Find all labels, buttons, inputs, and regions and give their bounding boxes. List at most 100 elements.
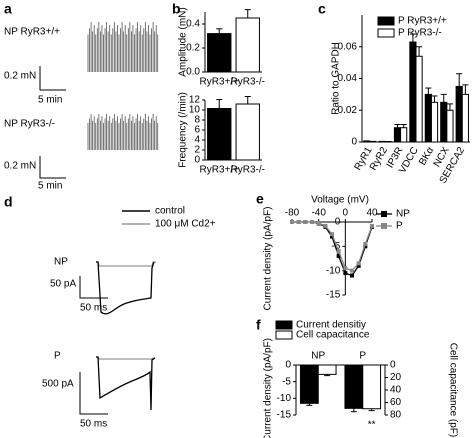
trace	[96, 356, 156, 411]
point	[363, 244, 368, 249]
bar	[430, 101, 439, 143]
y-tick-label: 4	[194, 135, 200, 146]
panel-letter: c	[318, 1, 326, 17]
x-tick-label: RyR3+/+	[200, 165, 240, 176]
y-tick-label: 0.0	[186, 67, 200, 78]
legend-label: P RyR3-/-	[398, 28, 442, 39]
legend-label: Current densitiy	[296, 320, 366, 331]
scale-label: 50 ms	[80, 419, 107, 430]
y-tick-label: -15	[277, 410, 292, 421]
panel-letter: a	[4, 1, 12, 17]
legend-label: 100 μM Cd2+	[155, 219, 216, 230]
point	[350, 268, 354, 273]
bar	[344, 364, 364, 409]
bar	[207, 108, 232, 161]
y-axis-label: Current density (pA/pF)	[263, 207, 274, 311]
y2-tick-label: 20	[390, 372, 402, 383]
legend-swatch	[275, 320, 293, 330]
trace	[96, 261, 155, 315]
legend-label: Cell capacitance	[296, 330, 370, 341]
point	[336, 254, 341, 259]
trace	[96, 356, 155, 360]
bar	[235, 103, 260, 161]
trace-label: NP	[54, 257, 68, 268]
y-tick-label: -10	[277, 393, 292, 404]
point	[296, 220, 301, 224]
bar	[235, 17, 260, 73]
x-tick-label: NP	[311, 351, 325, 362]
bar	[455, 85, 463, 143]
bar	[415, 55, 423, 143]
panel-letter: b	[172, 1, 181, 17]
scale-label: 50 pA	[50, 279, 76, 290]
trace	[87, 114, 159, 150]
y-tick-label: 10	[189, 105, 201, 116]
scale-bar	[39, 66, 66, 179]
x-tick-label: -40	[311, 208, 326, 219]
point	[303, 220, 308, 224]
y-axis-label: Amplitude (mN)	[178, 7, 189, 76]
panel-letter: d	[4, 194, 13, 210]
x-tick-label: RyR3-/-	[231, 77, 265, 88]
point	[350, 273, 354, 278]
point	[290, 220, 294, 224]
trace-label: NP RyR3-/-	[4, 119, 55, 130]
scale-label: 5 min	[38, 95, 62, 106]
bar	[446, 109, 454, 143]
y-tick-label: 0.4	[186, 19, 200, 30]
y-axis-label: Current density (pA/pF)	[263, 338, 274, 438]
bar	[440, 101, 448, 143]
annotation: **	[368, 420, 376, 431]
point	[330, 232, 334, 237]
scale-label: 0.2 mN	[4, 161, 36, 172]
scale-label: 50 ms	[80, 303, 107, 314]
y-axis-label: Frequency (/min)	[178, 92, 189, 168]
point	[363, 241, 368, 246]
y-tick-label: 0.02	[338, 105, 358, 116]
point	[336, 249, 341, 254]
y-tick-label: 6	[194, 125, 200, 136]
y-tick-label: -10	[326, 265, 341, 276]
point	[330, 234, 334, 239]
legend-swatch	[381, 223, 387, 229]
scale-label: 500 pA	[42, 379, 74, 390]
y2-axis-label: Cell capacitance (pF)	[447, 343, 458, 437]
trace-label: NP RyR3+/+	[4, 27, 60, 38]
legend-label: P RyR3+/+	[398, 16, 447, 27]
y-tick-label: -5	[331, 241, 340, 252]
x-tick-label: RyR3-/-	[231, 165, 265, 176]
bar	[400, 127, 408, 143]
y-tick-label: 8	[194, 115, 200, 126]
y-tick-label: 0	[351, 137, 357, 148]
y2-tick-label: 40	[390, 385, 402, 396]
legend-swatch	[381, 211, 387, 217]
point	[343, 266, 348, 271]
axis-title: Voltage (mV)	[311, 195, 369, 206]
bar	[363, 140, 371, 143]
y-tick-label: 0.04	[338, 73, 358, 84]
x-tick-label: -80	[285, 208, 300, 219]
point	[310, 220, 314, 224]
y-tick-label: 0.06	[338, 41, 358, 52]
scale-label: 0.2 mN	[4, 71, 36, 82]
x-tick-label: P	[359, 351, 366, 362]
y-tick-label: -15	[326, 290, 341, 301]
bar	[424, 93, 432, 143]
y-tick-label: 0	[194, 155, 200, 166]
scale-bar	[79, 276, 108, 415]
panel-letter: f	[256, 317, 261, 333]
y2-tick-label: 80	[390, 410, 402, 421]
y-axis-label: Ratio to GAPDH	[331, 42, 342, 115]
x-tick-label: RyR3+/+	[200, 77, 240, 88]
point	[356, 263, 361, 268]
bar	[362, 364, 382, 410]
legend-label: P	[396, 221, 403, 232]
scale-label: 5 min	[38, 181, 62, 192]
y-tick-label: 2	[194, 145, 200, 156]
bar	[317, 364, 337, 375]
y2-tick-label: 0	[390, 360, 396, 371]
legend-swatch	[275, 330, 293, 340]
bar	[299, 364, 319, 404]
point	[316, 220, 321, 225]
